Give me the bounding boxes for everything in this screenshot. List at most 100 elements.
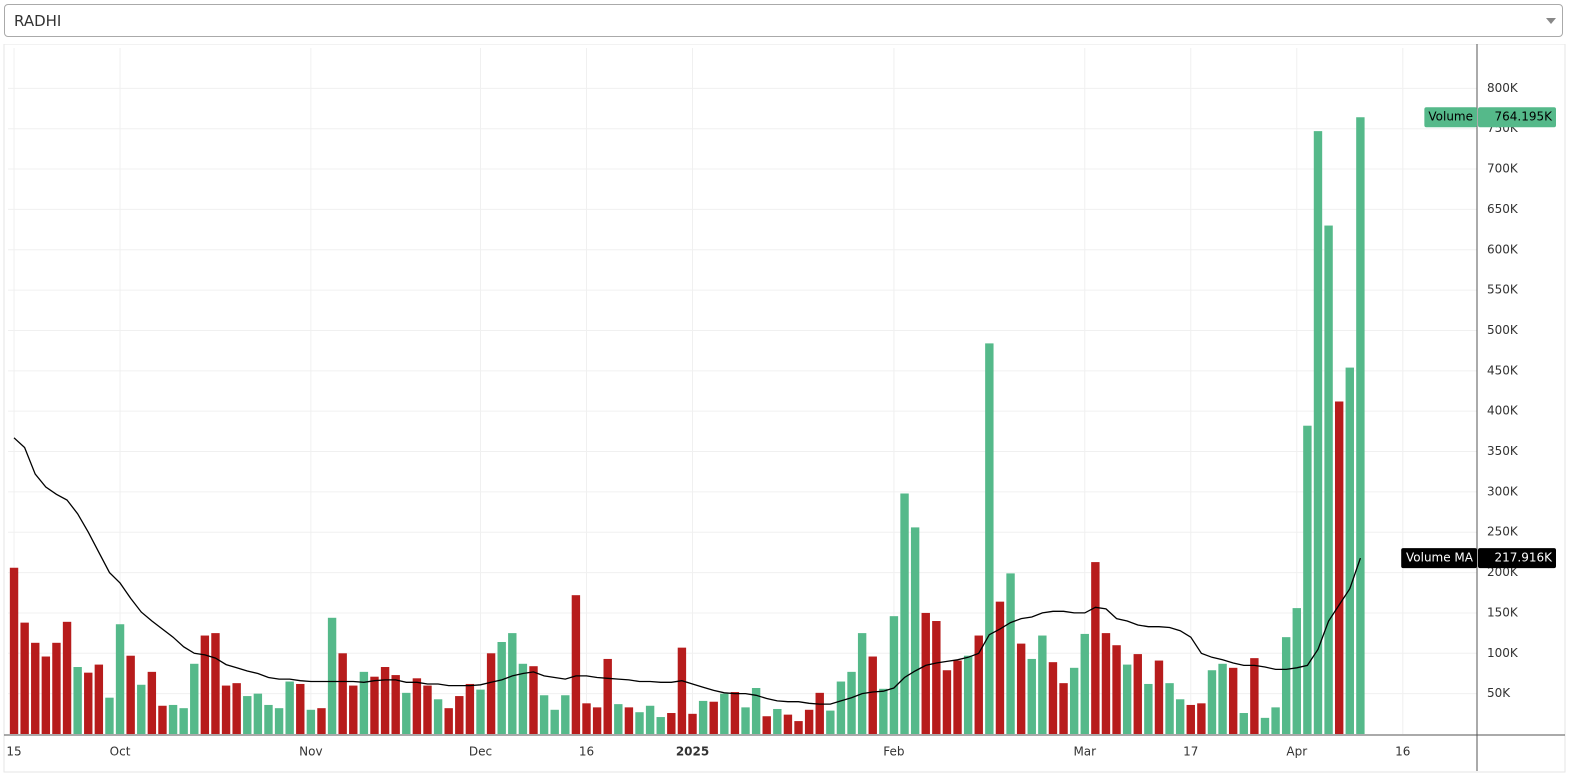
badge-bg	[1401, 548, 1477, 569]
volume-bar	[41, 656, 51, 734]
volume-bar	[963, 655, 973, 734]
volume-bar	[783, 714, 793, 734]
badge-bg	[1478, 107, 1556, 128]
volume-bar	[221, 685, 231, 734]
volume-bar	[794, 721, 803, 734]
ma-line	[13, 437, 1362, 705]
volume-bar	[1059, 683, 1068, 734]
volume-bar	[264, 704, 273, 734]
volume-bar	[942, 670, 952, 734]
x-tick-label: 16	[1395, 745, 1410, 759]
volume-bar	[1165, 683, 1174, 734]
volume-bar	[327, 617, 337, 734]
volume-bar	[1207, 670, 1217, 734]
volume-bar	[1122, 664, 1132, 734]
volume-bar	[370, 676, 379, 734]
volume-bar	[179, 708, 188, 734]
volume-bar	[306, 709, 316, 734]
volume-bar	[709, 701, 718, 734]
volume-bar	[688, 713, 697, 734]
volume-bar	[274, 708, 284, 734]
volume-bar	[645, 705, 655, 734]
badge-name: Volume MA	[1406, 551, 1474, 565]
value-badge: Volume 764.195K	[1424, 107, 1556, 128]
volume-bar	[857, 633, 867, 734]
volume-bar	[1239, 713, 1248, 734]
volume-bar	[349, 685, 358, 734]
x-tick-label: 2025	[676, 745, 709, 759]
volume-bar	[137, 684, 146, 734]
y-tick-label: 200K	[1487, 565, 1519, 579]
y-tick-label: 500K	[1487, 323, 1519, 337]
volume-bar	[804, 709, 814, 734]
volume-bar	[900, 493, 909, 734]
volume-bar	[1080, 633, 1089, 734]
volume-bar	[550, 709, 559, 734]
volume-bar	[31, 642, 40, 734]
volume-bar	[518, 663, 528, 734]
volume-bar	[232, 683, 241, 734]
dropdown-arrow	[1546, 18, 1556, 24]
volume-bar	[1228, 667, 1238, 734]
volume-bar	[423, 685, 432, 734]
volume-bar	[921, 612, 930, 734]
volume-bar	[1154, 660, 1164, 734]
volume-bar	[115, 624, 125, 734]
volume-bar	[73, 667, 82, 734]
volume-bar	[720, 693, 729, 734]
x-tick-label: Nov	[299, 745, 322, 759]
x-tick-label: 15	[6, 745, 21, 759]
y-tick-label: 550K	[1487, 283, 1519, 297]
volume-bar	[1271, 707, 1280, 734]
volume-bar	[889, 616, 899, 734]
volume-bar	[211, 633, 220, 734]
volume-bar	[741, 707, 750, 734]
x-tick-label: 16	[579, 745, 594, 759]
y-tick-label: 350K	[1487, 444, 1519, 458]
volume-bar	[1144, 683, 1153, 734]
volume-bar	[296, 683, 305, 734]
volume-bar	[168, 704, 178, 734]
volume-bar	[529, 666, 538, 734]
volume-bar	[508, 633, 517, 734]
volume-bar	[190, 663, 199, 734]
volume-bar	[582, 703, 591, 734]
volume-bar	[338, 653, 347, 734]
volume-bar	[1303, 425, 1312, 734]
badge-value: 217.916K	[1495, 551, 1554, 565]
volume-bar	[476, 689, 485, 734]
volume-bar	[1048, 662, 1058, 734]
volume-bar	[953, 660, 962, 734]
volume-bar	[826, 710, 835, 734]
y-tick-label: 600K	[1487, 242, 1519, 256]
volume-bar	[285, 681, 294, 734]
volume-bar	[847, 671, 856, 734]
y-tick-label: 450K	[1487, 363, 1519, 377]
volume-bar	[1027, 658, 1036, 734]
volume-bar	[1324, 225, 1333, 734]
volume-bar	[444, 708, 453, 734]
x-tick-label: Oct	[110, 745, 131, 759]
volume-bar	[698, 700, 708, 734]
y-tick-label: 250K	[1487, 525, 1519, 539]
volume-bar	[815, 692, 824, 734]
x-tick-label: Mar	[1073, 745, 1096, 759]
volume-bar	[1133, 654, 1142, 734]
volume-bar	[614, 704, 623, 734]
volume-bar	[603, 658, 612, 734]
badge-bg	[1424, 107, 1477, 128]
badge-value: 764.195K	[1495, 110, 1554, 124]
volume-bar	[1069, 667, 1079, 734]
volume-bar	[200, 635, 210, 734]
volume-bar	[910, 527, 920, 734]
volume-bar	[1112, 645, 1121, 734]
volume-bar	[317, 708, 326, 734]
volume-bar	[1101, 633, 1111, 734]
volume-bar	[539, 695, 549, 734]
value-badge: Volume MA 217.916K	[1401, 548, 1556, 569]
volume-bar	[52, 642, 61, 734]
volume-bar	[1197, 703, 1206, 734]
symbol-dropdown[interactable]: RADHI	[4, 4, 1563, 37]
volume-bar	[561, 695, 570, 734]
x-tick-label: Apr	[1286, 745, 1307, 759]
